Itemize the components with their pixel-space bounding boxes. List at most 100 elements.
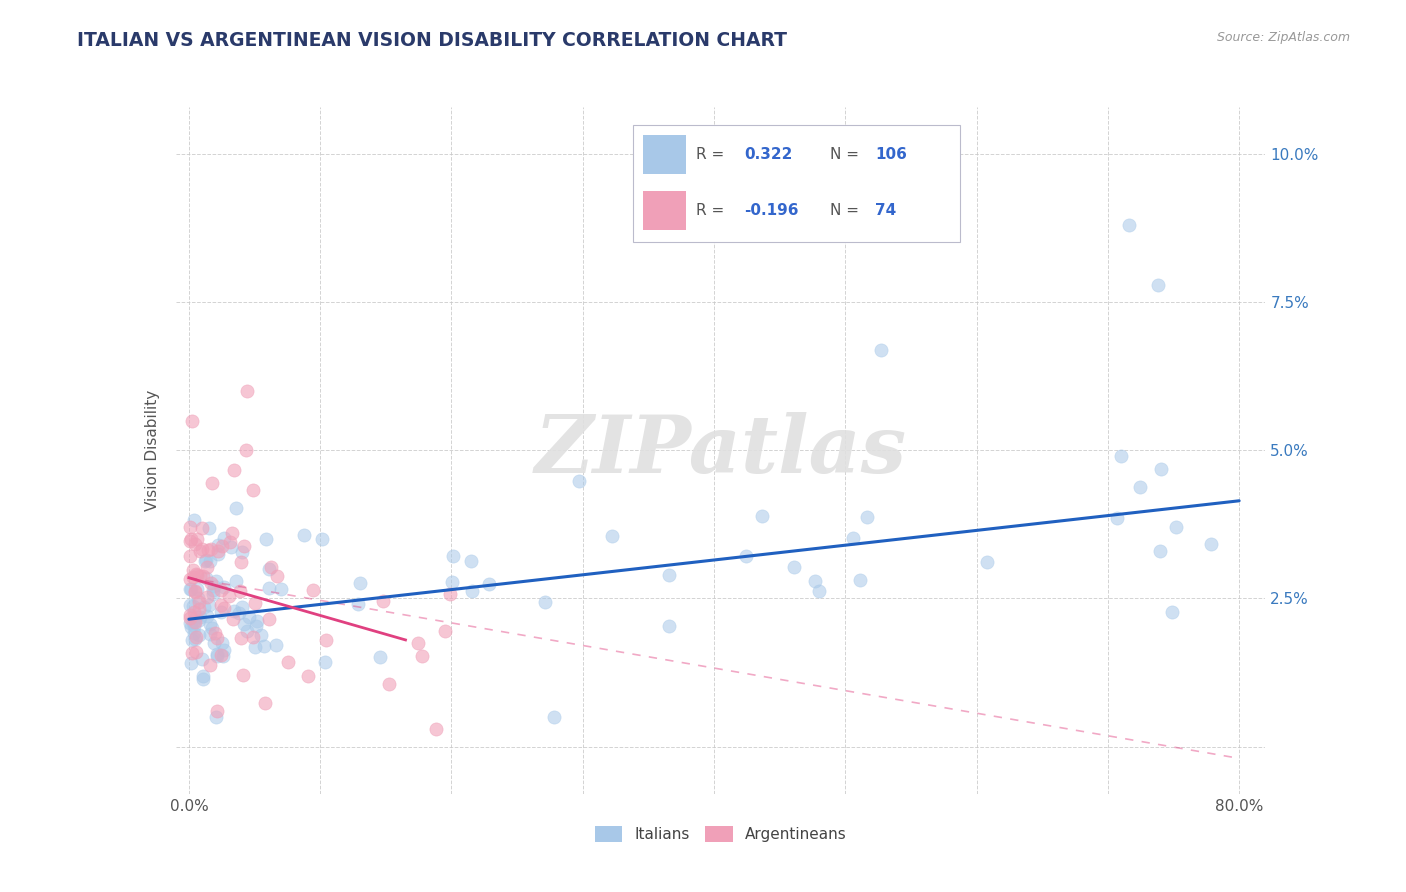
Point — [259, 562, 281, 576]
Point — [186, 533, 208, 547]
Point — [212, 600, 235, 615]
Point — [441, 549, 464, 564]
Point — [190, 520, 212, 534]
Text: 0.322: 0.322 — [745, 147, 793, 162]
Text: R =: R = — [696, 203, 724, 219]
Point — [186, 566, 208, 581]
Point — [855, 510, 877, 524]
Point — [264, 638, 287, 652]
Point — [243, 640, 266, 654]
Point — [179, 611, 201, 625]
Point — [205, 704, 228, 718]
Point — [231, 545, 253, 559]
FancyBboxPatch shape — [633, 125, 960, 242]
Point — [434, 624, 457, 639]
Point — [254, 532, 277, 546]
Point — [314, 655, 336, 669]
Text: -0.196: -0.196 — [745, 203, 799, 219]
Point — [1105, 510, 1128, 524]
Point — [205, 647, 228, 661]
Point — [233, 539, 256, 553]
Point — [406, 636, 429, 650]
Point — [236, 384, 259, 399]
Point — [181, 563, 204, 577]
Point — [179, 549, 201, 564]
Point — [378, 677, 401, 691]
Point — [198, 521, 221, 535]
Point — [297, 669, 319, 683]
Point — [180, 632, 202, 647]
Point — [221, 526, 243, 541]
Point — [460, 584, 482, 599]
Point — [194, 571, 217, 585]
Point — [211, 539, 233, 553]
Point — [191, 569, 214, 583]
Point — [200, 541, 222, 556]
Point — [253, 696, 276, 710]
Point — [1111, 450, 1133, 464]
Point — [194, 554, 217, 568]
Point — [221, 612, 243, 626]
Text: ZIPatlas: ZIPatlas — [534, 412, 907, 489]
Point — [191, 652, 214, 666]
Point — [225, 574, 247, 589]
Point — [1161, 605, 1184, 619]
Point — [184, 610, 207, 624]
Point — [181, 615, 204, 629]
Point — [657, 568, 679, 582]
Point — [245, 619, 267, 633]
Point — [311, 532, 333, 546]
Point — [191, 673, 214, 687]
Y-axis label: Vision Disability: Vision Disability — [145, 390, 160, 511]
Point — [209, 605, 232, 619]
Point — [186, 582, 208, 596]
Point — [195, 560, 218, 574]
Point — [183, 513, 205, 527]
Point — [808, 584, 831, 599]
Point — [183, 615, 205, 629]
Point — [460, 554, 482, 568]
Point — [186, 645, 208, 659]
Point — [238, 610, 260, 624]
Point — [270, 582, 292, 596]
Point — [229, 632, 252, 646]
Point — [292, 527, 315, 541]
Point — [179, 572, 201, 586]
Point — [179, 520, 201, 534]
Text: 74: 74 — [876, 203, 897, 219]
Point — [976, 555, 998, 569]
Point — [221, 541, 243, 555]
Point — [205, 710, 228, 724]
Point — [218, 534, 240, 549]
Point — [211, 648, 233, 663]
Point — [200, 554, 222, 568]
Point — [259, 612, 281, 626]
Point — [200, 575, 222, 590]
Point — [195, 590, 218, 604]
Point — [246, 614, 269, 628]
Point — [302, 583, 325, 598]
Point — [1150, 462, 1173, 476]
Point — [782, 559, 804, 574]
Point — [183, 619, 205, 633]
Point — [198, 657, 221, 672]
Point — [187, 595, 209, 609]
Point — [441, 574, 464, 589]
Point — [184, 537, 207, 551]
Point — [187, 613, 209, 627]
Point — [236, 624, 259, 638]
Point — [205, 631, 228, 645]
Point — [260, 560, 283, 574]
Point — [181, 414, 204, 428]
Point — [658, 618, 681, 632]
Point — [842, 531, 865, 545]
Point — [179, 616, 201, 631]
Point — [184, 632, 207, 646]
Point — [197, 598, 219, 612]
Point — [212, 643, 235, 657]
Point — [1199, 537, 1222, 551]
Point — [229, 556, 252, 570]
Point — [346, 597, 368, 611]
Point — [207, 547, 229, 561]
Point — [225, 500, 247, 515]
